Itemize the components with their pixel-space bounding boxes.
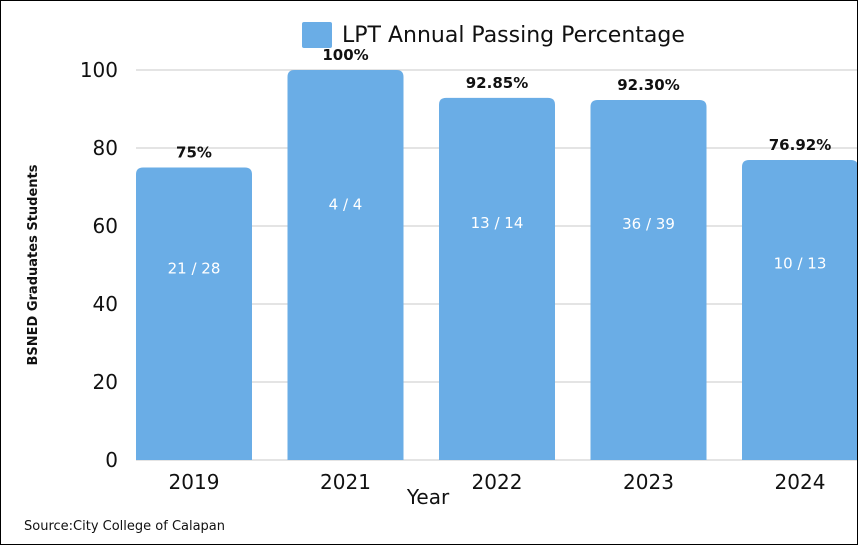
x-tick-label: 2024 xyxy=(775,470,826,494)
bar xyxy=(136,167,252,460)
legend-entry: LPT Annual Passing Percentage xyxy=(342,23,685,48)
y-axis-title: BSNED Graduates Students xyxy=(26,164,41,365)
bar-value-label: 76.92% xyxy=(769,136,831,154)
x-axis-ticks: 2019 2021 2022 2023 2024 xyxy=(169,470,826,494)
bar-labels: 75% 21 / 28 100% 4 / 4 92.85% 13 / 14 92.30% 36… xyxy=(168,46,832,277)
y-tick-label: 0 xyxy=(105,448,118,472)
y-axis-ticks: 0 20 40 60 80 100 xyxy=(80,58,118,472)
bar-inner-label: 36 / 39 xyxy=(622,215,675,233)
y-tick-label: 80 xyxy=(93,136,118,160)
x-tick-label: 2019 xyxy=(169,470,220,494)
x-axis-title: Year xyxy=(406,485,450,509)
bar-inner-label: 13 / 14 xyxy=(471,214,524,232)
bar xyxy=(287,70,404,460)
bar-inner-label: 21 / 28 xyxy=(168,259,221,277)
bar-inner-label: 10 / 13 xyxy=(774,255,827,273)
bar-inner-label: 4 / 4 xyxy=(329,196,363,214)
bar-value-label: 92.30% xyxy=(617,76,679,94)
y-tick-label: 40 xyxy=(93,292,118,316)
bars xyxy=(136,70,858,460)
bar-value-label: 92.85% xyxy=(466,74,528,92)
bar xyxy=(439,97,555,460)
legend: LPT Annual Passing Percentage xyxy=(302,22,685,48)
bar-value-label: 100% xyxy=(322,46,368,64)
x-tick-label: 2022 xyxy=(472,470,523,494)
y-tick-label: 100 xyxy=(80,58,118,82)
y-tick-label: 20 xyxy=(93,370,118,394)
source-note: Source:City College of Calapan xyxy=(24,519,225,534)
bar-value-label: 75% xyxy=(176,144,212,162)
x-tick-label: 2023 xyxy=(623,470,674,494)
bar xyxy=(742,160,858,460)
y-tick-label: 60 xyxy=(93,214,118,238)
legend-swatch xyxy=(302,22,332,48)
bar xyxy=(590,100,707,460)
x-tick-label: 2021 xyxy=(320,470,371,494)
